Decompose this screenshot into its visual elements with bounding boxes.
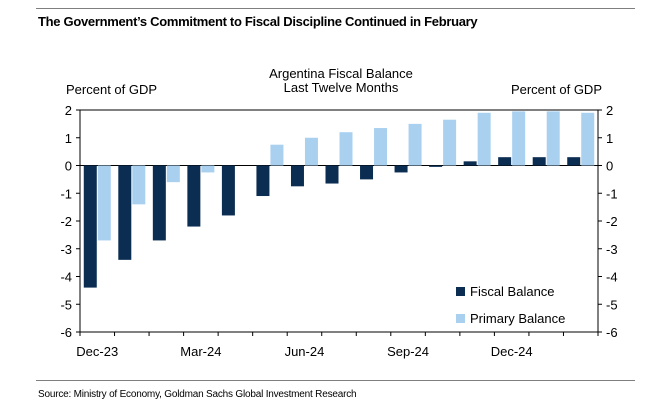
bottom-rule: [36, 380, 635, 381]
bar-fiscal-balance: [394, 165, 408, 173]
y-tick-label-right: 1: [606, 131, 613, 146]
y-tick-label-right: 0: [606, 159, 613, 174]
bar-primary-balance: [270, 144, 284, 166]
chart-subtitle: Last Twelve Months: [284, 80, 399, 95]
bar-fiscal-balance: [429, 165, 443, 167]
y-tick-label-right: -6: [606, 325, 618, 340]
y-tick-label-left: -6: [60, 325, 72, 340]
bar-fiscal-balance: [256, 165, 270, 197]
chart-title: Argentina Fiscal Balance: [269, 66, 413, 81]
legend-label-fiscal: Fiscal Balance: [470, 284, 555, 299]
x-tick-label: Dec-23: [76, 344, 118, 359]
bar-fiscal-balance: [463, 161, 477, 166]
bar-primary-balance: [477, 112, 491, 166]
y-tick-label-left: 1: [65, 131, 72, 146]
bar-primary-balance: [201, 165, 215, 173]
x-ticks-group: Dec-23 Mar-24 Jun-24 Sep-24 Dec-24: [76, 332, 599, 359]
x-tick-label: Sep-24: [387, 344, 429, 359]
x-tick-label: Jun-24: [285, 344, 325, 359]
y-tick-label-left: 0: [65, 159, 72, 174]
bar-primary-balance: [166, 165, 180, 183]
bar-fiscal-balance: [532, 157, 546, 166]
bar-fiscal-balance: [325, 165, 339, 184]
bar-fiscal-balance: [152, 165, 166, 241]
x-tick-label: Dec-24: [491, 344, 533, 359]
bars-group: [83, 111, 595, 288]
bar-primary-balance: [339, 132, 353, 166]
bar-primary-balance: [97, 165, 111, 241]
bar-fiscal-balance: [221, 165, 235, 216]
y-tick-label-left: 2: [65, 103, 72, 118]
legend-swatch-primary: [456, 314, 465, 323]
bar-fiscal-balance: [360, 165, 374, 180]
y-tick-label-left: -3: [60, 242, 72, 257]
bar-fiscal-balance: [498, 157, 512, 166]
legend-swatch-fiscal: [456, 287, 465, 296]
bar-fiscal-balance: [118, 165, 132, 260]
x-tick-label: Mar-24: [180, 344, 221, 359]
source-note: Source: Ministry of Economy, Goldman Sac…: [38, 389, 357, 400]
bar-fiscal-balance: [290, 165, 304, 187]
legend-label-primary: Primary Balance: [470, 311, 565, 326]
y-tick-label-right: -1: [606, 186, 618, 201]
bar-primary-balance: [132, 165, 146, 205]
y-tick-label-left: -1: [60, 186, 72, 201]
bar-primary-balance: [304, 137, 318, 166]
y-tick-label-right: -3: [606, 242, 618, 257]
bar-primary-balance: [546, 111, 560, 166]
y-tick-label-left: -4: [60, 270, 72, 285]
bar-fiscal-balance: [83, 165, 97, 288]
bar-primary-balance: [408, 123, 422, 166]
page-headline: The Government’s Commitment to Fiscal Di…: [38, 14, 478, 29]
y-tick-label-right: -5: [606, 297, 618, 312]
bar-fiscal-balance: [567, 157, 581, 166]
bar-primary-balance: [512, 111, 526, 166]
y-ticks-group: 2 2 1 1 0 0 -1 -1 -2 -2 -3 -3 -4 -4 -5 -5 -6 -6: [60, 103, 617, 340]
y-tick-label-right: -4: [606, 270, 618, 285]
y-tick-label-right: 2: [606, 103, 613, 118]
y-axis-label-left: Percent of GDP: [66, 82, 157, 97]
y-tick-label-left: -2: [60, 214, 72, 229]
legend: Fiscal Balance Primary Balance: [456, 284, 565, 326]
bar-primary-balance: [581, 112, 595, 166]
bar-primary-balance: [374, 128, 388, 166]
top-rule: [36, 8, 635, 9]
y-tick-label-right: -2: [606, 214, 618, 229]
bar-primary-balance: [443, 119, 457, 166]
y-tick-label-left: -5: [60, 297, 72, 312]
y-axis-label-right: Percent of GDP: [511, 82, 602, 97]
bar-fiscal-balance: [187, 165, 201, 227]
